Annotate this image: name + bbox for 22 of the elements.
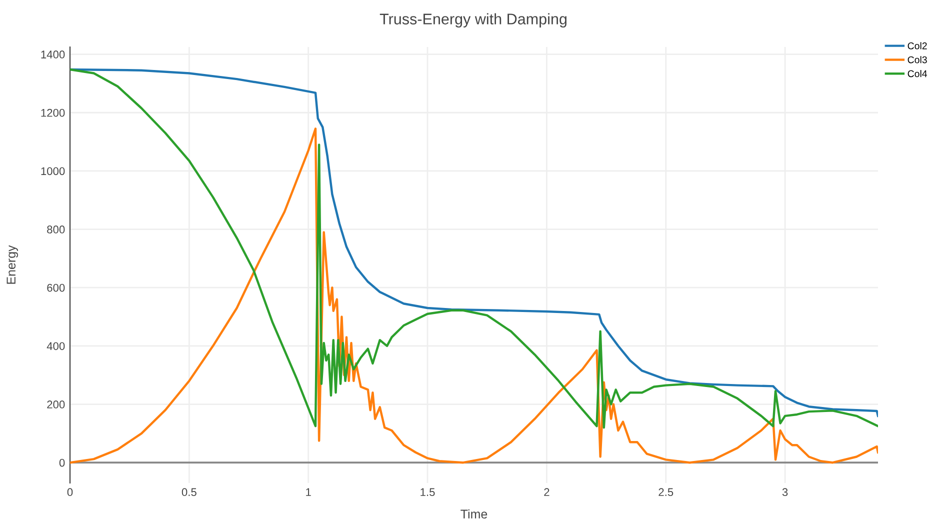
chart-title: Truss-Energy with Damping [380, 13, 566, 28]
y-tick-label: 400 [46, 342, 65, 350]
x-tick-label: 0.5 [182, 488, 196, 496]
legend-label: Col3 [908, 56, 927, 64]
y-tick-label: 200 [47, 400, 65, 408]
y-axis-title: Energy [6, 245, 18, 284]
line-series [70, 128, 878, 464]
x-tick-label: 2 [544, 488, 550, 496]
y-tick-label: 1000 [41, 167, 65, 176]
x-tick-label: 1 [306, 488, 311, 496]
y-tick-label: 600 [47, 284, 65, 292]
x-tick-label: 0 [67, 488, 73, 496]
x-tick-label: 3 [782, 488, 788, 496]
x-tick-label: 2.5 [658, 488, 674, 496]
y-tick-label: 0 [59, 458, 65, 467]
y-tick-label: 1400 [41, 50, 65, 58]
y-tick-label: 1200 [41, 108, 65, 117]
legend-label: Col4 [908, 70, 928, 78]
x-tick-label: 1.5 [420, 488, 435, 496]
legend-label: Col2 [908, 42, 927, 50]
y-tick-label: 800 [47, 226, 65, 234]
x-axis-title: Time [460, 509, 488, 519]
